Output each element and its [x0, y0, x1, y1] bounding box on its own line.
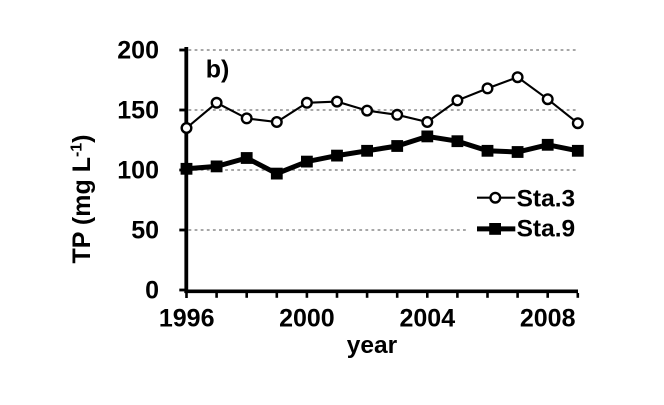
svg-text:2008: 2008: [520, 305, 576, 333]
svg-text:200: 200: [117, 37, 159, 65]
svg-text:50: 50: [131, 217, 159, 245]
svg-text:2004: 2004: [399, 305, 455, 333]
svg-text:Sta.9: Sta.9: [517, 216, 576, 243]
svg-text:100: 100: [117, 157, 159, 185]
svg-text:year: year: [347, 332, 398, 359]
svg-text:150: 150: [117, 97, 159, 125]
svg-text:1996: 1996: [159, 305, 215, 333]
svg-text:0: 0: [145, 277, 159, 305]
svg-text:Sta.3: Sta.3: [517, 185, 576, 212]
svg-text:b): b): [206, 55, 230, 83]
svg-text:2000: 2000: [279, 305, 335, 333]
